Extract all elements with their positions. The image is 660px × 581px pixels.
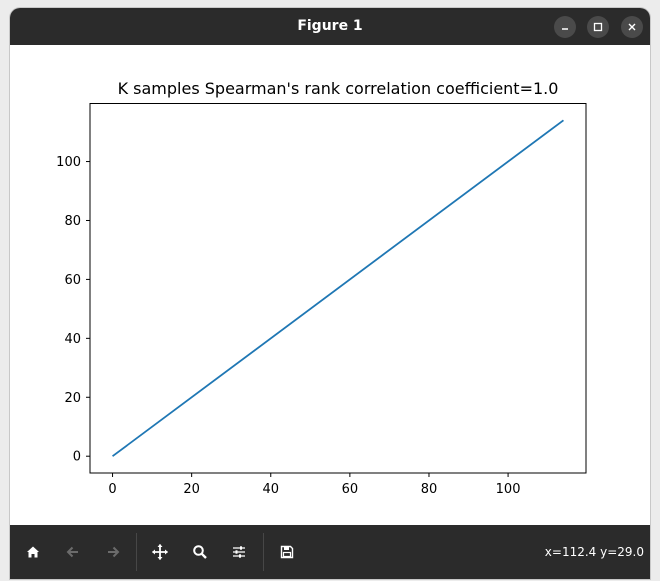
back-button[interactable]	[61, 540, 85, 564]
y-axis-ticks: 0 20 40 60 80 100	[56, 155, 90, 465]
maximize-icon	[593, 22, 603, 32]
pan-button[interactable]	[148, 540, 172, 564]
title-bar: Figure 1	[10, 8, 650, 45]
figure-canvas[interactable]: K samples Spearman's rank correlation co…	[10, 45, 650, 525]
zoom-button[interactable]	[188, 540, 212, 564]
y-tick-label: 0	[73, 450, 81, 465]
y-tick-label: 20	[64, 391, 81, 406]
minimize-icon	[562, 28, 568, 30]
figure-window: Figure 1 K samples Spearman's rank corre…	[10, 8, 650, 579]
pan-icon	[152, 544, 168, 560]
configure-subplots-icon	[233, 546, 245, 558]
zoom-icon	[193, 545, 207, 559]
home-button[interactable]	[21, 540, 45, 564]
navigation-toolbar: x=112.4 y=29.0	[10, 525, 650, 579]
cursor-coordinates: x=112.4 y=29.0	[544, 545, 644, 559]
configure-subplots-button[interactable]	[227, 540, 251, 564]
close-icon	[628, 23, 636, 31]
x-tick-label: 40	[262, 482, 279, 497]
y-tick-label: 100	[56, 155, 81, 170]
series-line	[112, 119, 564, 457]
x-tick-label: 20	[183, 482, 200, 497]
forward-arrow-icon	[108, 546, 120, 558]
line-chart: K samples Spearman's rank correlation co…	[56, 79, 587, 497]
save-icon	[280, 545, 294, 559]
forward-button[interactable]	[101, 540, 125, 564]
x-tick-label: 0	[108, 482, 116, 497]
y-tick-label: 80	[64, 214, 81, 229]
save-button[interactable]	[275, 540, 299, 564]
x-tick-label: 80	[421, 482, 438, 497]
close-button[interactable]	[621, 16, 643, 38]
chart-title: K samples Spearman's rank correlation co…	[118, 79, 559, 98]
y-tick-label: 40	[64, 332, 81, 347]
series-group	[112, 119, 564, 457]
maximize-button[interactable]	[587, 16, 609, 38]
plot-area	[89, 103, 587, 474]
back-arrow-icon	[66, 546, 78, 558]
toolbar-separator	[136, 533, 137, 571]
home-icon	[27, 546, 39, 558]
x-axis-ticks: 0 20 40 60 80 100	[108, 473, 520, 497]
toolbar-separator	[263, 533, 264, 571]
x-tick-label: 100	[496, 482, 521, 497]
x-tick-label: 60	[342, 482, 359, 497]
y-tick-label: 60	[64, 273, 81, 288]
window-title: Figure 1	[297, 18, 363, 34]
minimize-button[interactable]	[554, 16, 576, 38]
